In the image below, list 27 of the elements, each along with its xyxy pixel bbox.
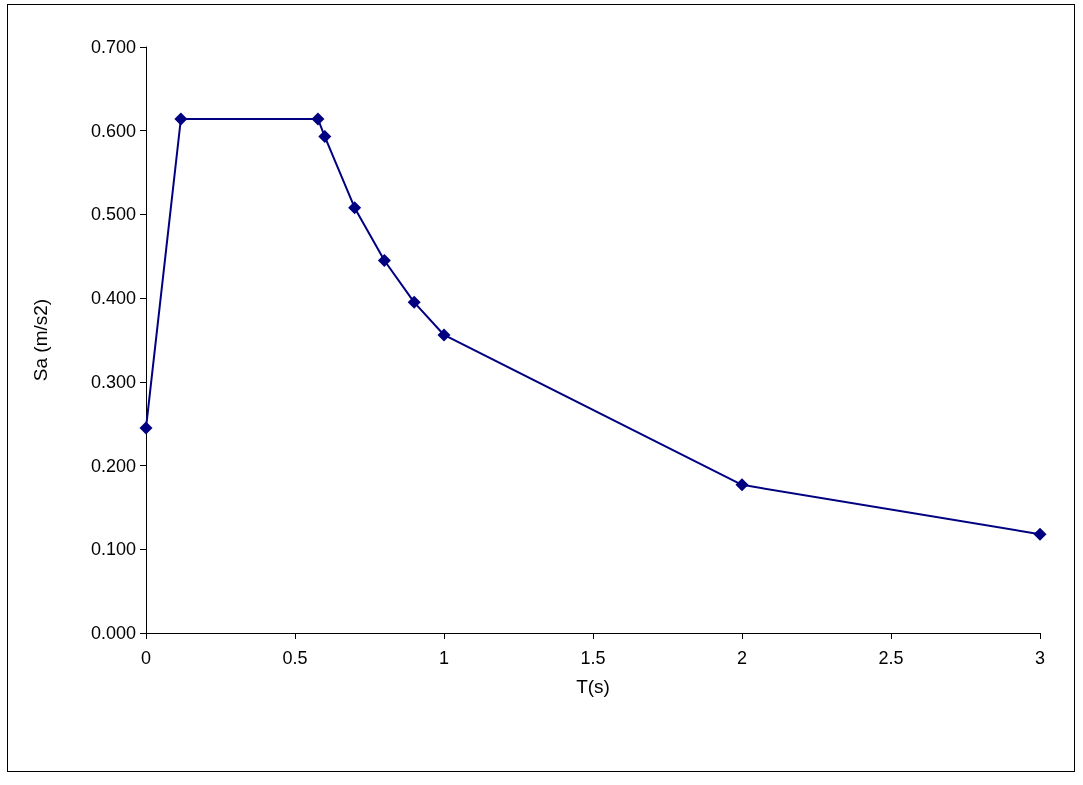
x-tick-label: 0 <box>140 648 152 668</box>
point <box>437 328 451 342</box>
y-tick-label: 0.100 <box>90 539 136 560</box>
x-tick-label: 2 <box>736 648 748 668</box>
point <box>174 112 188 126</box>
y-tick-label: 0.600 <box>90 120 136 141</box>
x-tick-label: 2.5 <box>878 648 904 668</box>
y-tick-label: 0.000 <box>90 623 136 643</box>
point <box>139 421 153 435</box>
y-tick-label: 0.200 <box>90 455 136 476</box>
point <box>407 295 421 309</box>
point <box>377 253 391 267</box>
x-tick-label: 1 <box>438 648 450 668</box>
y-tick-label: 0.300 <box>90 371 136 392</box>
y-tick-label: 0.500 <box>90 204 136 225</box>
point <box>1033 527 1047 541</box>
x-tick-label: 3 <box>1034 648 1046 668</box>
y-tick-label: 0.400 <box>90 288 136 309</box>
point <box>311 112 325 126</box>
point <box>318 130 332 144</box>
x-tick-label: 1.5 <box>580 648 606 668</box>
point <box>735 478 749 492</box>
point <box>348 201 362 215</box>
x-tick-label: 0.5 <box>282 648 308 668</box>
y-tick-label: 0.700 <box>90 37 136 57</box>
y-axis-title: Sa (m/s2) <box>30 298 51 382</box>
x-axis-title: T(s) <box>576 676 610 697</box>
